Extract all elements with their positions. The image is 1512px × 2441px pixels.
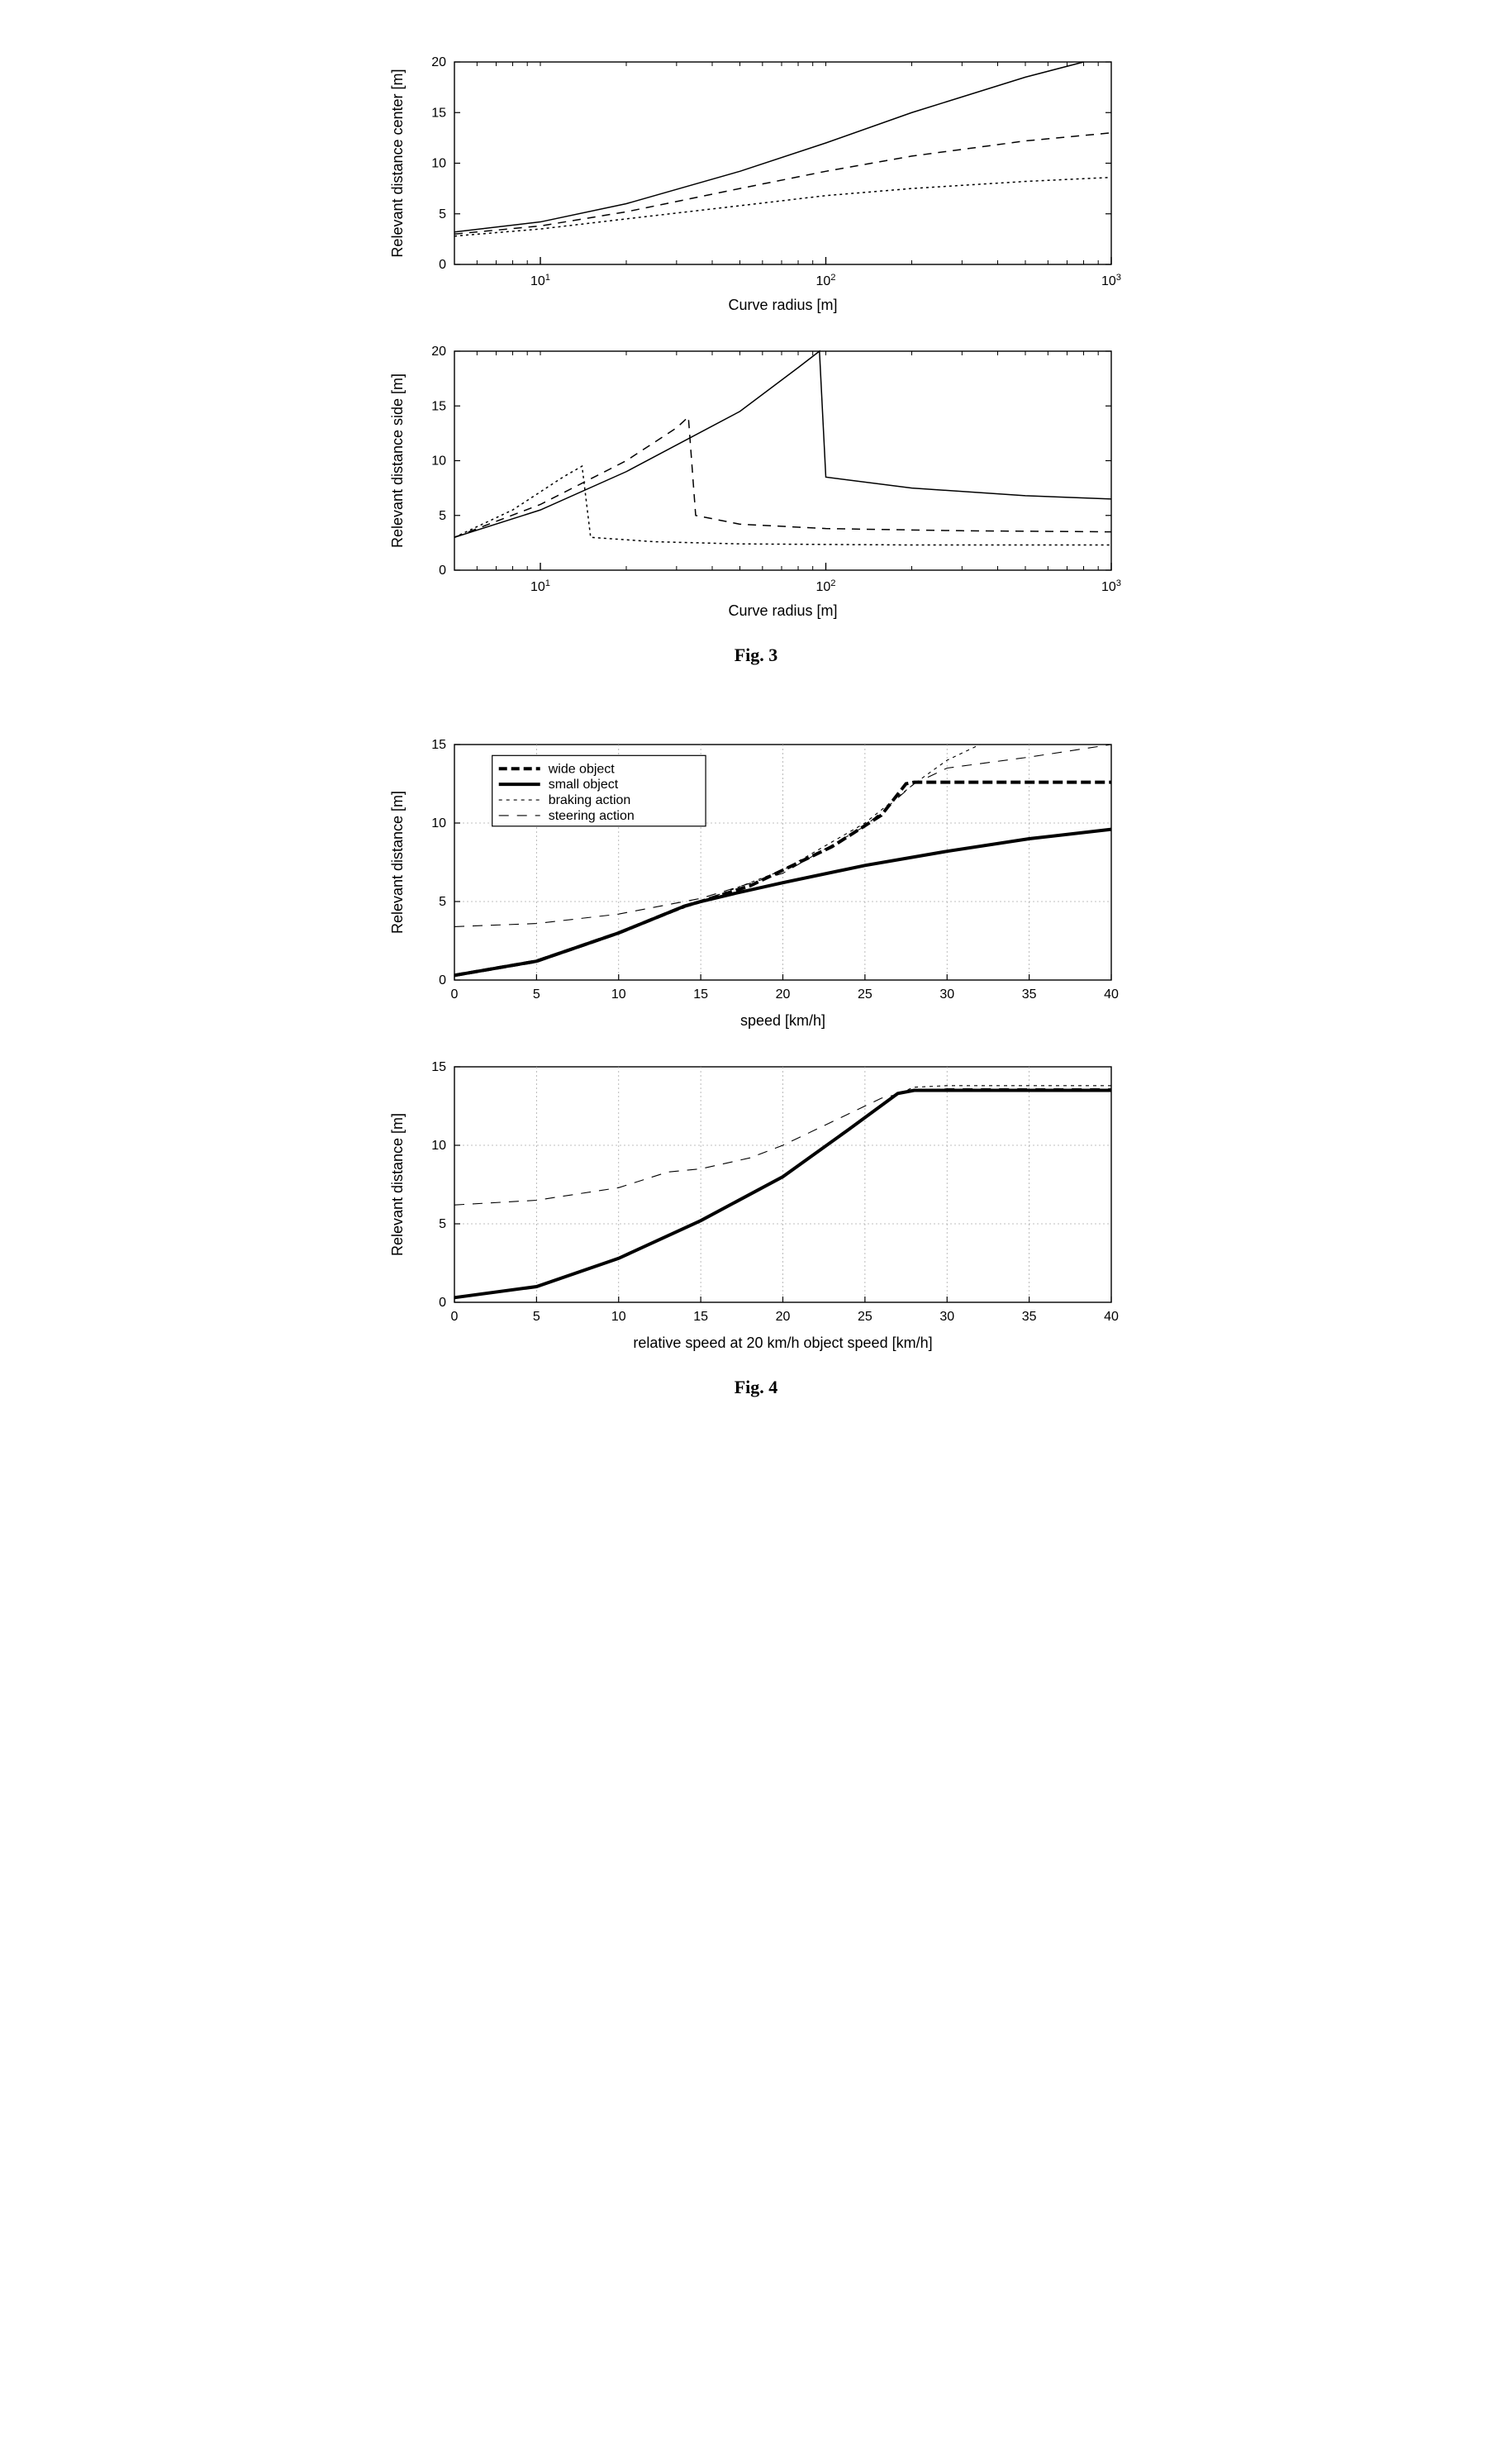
svg-text:101: 101 xyxy=(530,578,550,594)
svg-text:15: 15 xyxy=(431,106,446,120)
figure-3: 05101520101102103Curve radius [m]Relevan… xyxy=(33,50,1479,666)
svg-text:Relevant distance [m]: Relevant distance [m] xyxy=(389,791,406,934)
svg-text:0: 0 xyxy=(439,258,446,272)
svg-text:5: 5 xyxy=(533,987,540,1002)
fig3-bottom-chart: 0 5 10 15 20 101 102 103 Curve radius [m] Relevan… xyxy=(33,339,1479,628)
svg-text:15: 15 xyxy=(431,1060,446,1074)
svg-text:15: 15 xyxy=(431,399,446,413)
svg-text:15: 15 xyxy=(431,738,446,752)
fig4-bottom-chart: 0 5 10 15 20 25 30 35 40 0 5 10 15 relative speed at … xyxy=(33,1054,1479,1360)
svg-text:5: 5 xyxy=(439,509,446,523)
svg-text:30: 30 xyxy=(939,1310,954,1324)
svg-text:20: 20 xyxy=(776,1310,791,1324)
figure-4: 0 5 10 15 20 25 30 35 40 0 5 10 15 wide object small o… xyxy=(33,732,1479,1398)
svg-text:102: 102 xyxy=(815,273,835,288)
svg-text:10: 10 xyxy=(431,1139,446,1153)
svg-text:small object: small object xyxy=(549,778,619,792)
svg-text:5: 5 xyxy=(439,207,446,221)
svg-text:Curve radius [m]: Curve radius [m] xyxy=(728,602,837,619)
svg-text:10: 10 xyxy=(431,816,446,830)
fig4-top-chart: 0 5 10 15 20 25 30 35 40 0 5 10 15 wide object small o… xyxy=(33,732,1479,1038)
svg-text:40: 40 xyxy=(1104,987,1119,1002)
svg-text:0: 0 xyxy=(451,987,459,1002)
fig3-top-chart: 0 5 10 15 20 101 102 103 Curve radius [m] Relevan… xyxy=(33,50,1479,322)
svg-text:5: 5 xyxy=(439,1217,446,1231)
svg-text:10: 10 xyxy=(431,157,446,171)
svg-text:40: 40 xyxy=(1104,1310,1119,1324)
svg-text:5: 5 xyxy=(533,1310,540,1324)
svg-text:15: 15 xyxy=(693,987,708,1002)
svg-text:0: 0 xyxy=(439,973,446,987)
svg-text:braking action: braking action xyxy=(549,793,631,807)
svg-text:25: 25 xyxy=(858,987,872,1002)
svg-text:35: 35 xyxy=(1022,987,1037,1002)
svg-text:25: 25 xyxy=(858,1310,872,1324)
svg-text:5: 5 xyxy=(439,895,446,909)
svg-text:0: 0 xyxy=(439,1296,446,1310)
fig4-caption: Fig. 4 xyxy=(33,1377,1479,1398)
svg-text:0: 0 xyxy=(451,1310,459,1324)
svg-text:101: 101 xyxy=(530,273,550,288)
svg-text:speed [km/h]: speed [km/h] xyxy=(740,1012,825,1029)
svg-text:relative speed at 20 km/h obje: relative speed at 20 km/h object speed [… xyxy=(633,1335,932,1351)
svg-text:103: 103 xyxy=(1101,273,1121,288)
svg-text:10: 10 xyxy=(431,454,446,469)
svg-text:20: 20 xyxy=(776,987,791,1002)
svg-text:steering action: steering action xyxy=(549,809,635,823)
svg-text:Curve radius [m]: Curve radius [m] xyxy=(728,297,837,313)
svg-text:102: 102 xyxy=(815,578,835,594)
svg-text:20: 20 xyxy=(431,55,446,69)
svg-text:20: 20 xyxy=(431,345,446,359)
svg-text:wide object: wide object xyxy=(548,762,616,776)
svg-text:103: 103 xyxy=(1101,578,1121,594)
svg-text:30: 30 xyxy=(939,987,954,1002)
svg-text:Relevant distance side [m]: Relevant distance side [m] xyxy=(389,374,406,548)
fig3-caption: Fig. 3 xyxy=(33,645,1479,666)
svg-text:10: 10 xyxy=(611,1310,626,1324)
svg-text:0: 0 xyxy=(439,564,446,578)
svg-text:Relevant distance [m]: Relevant distance [m] xyxy=(389,1113,406,1256)
svg-text:15: 15 xyxy=(693,1310,708,1324)
svg-text:Relevant distance center [m]: Relevant distance center [m] xyxy=(389,69,406,257)
svg-text:35: 35 xyxy=(1022,1310,1037,1324)
svg-text:10: 10 xyxy=(611,987,626,1002)
